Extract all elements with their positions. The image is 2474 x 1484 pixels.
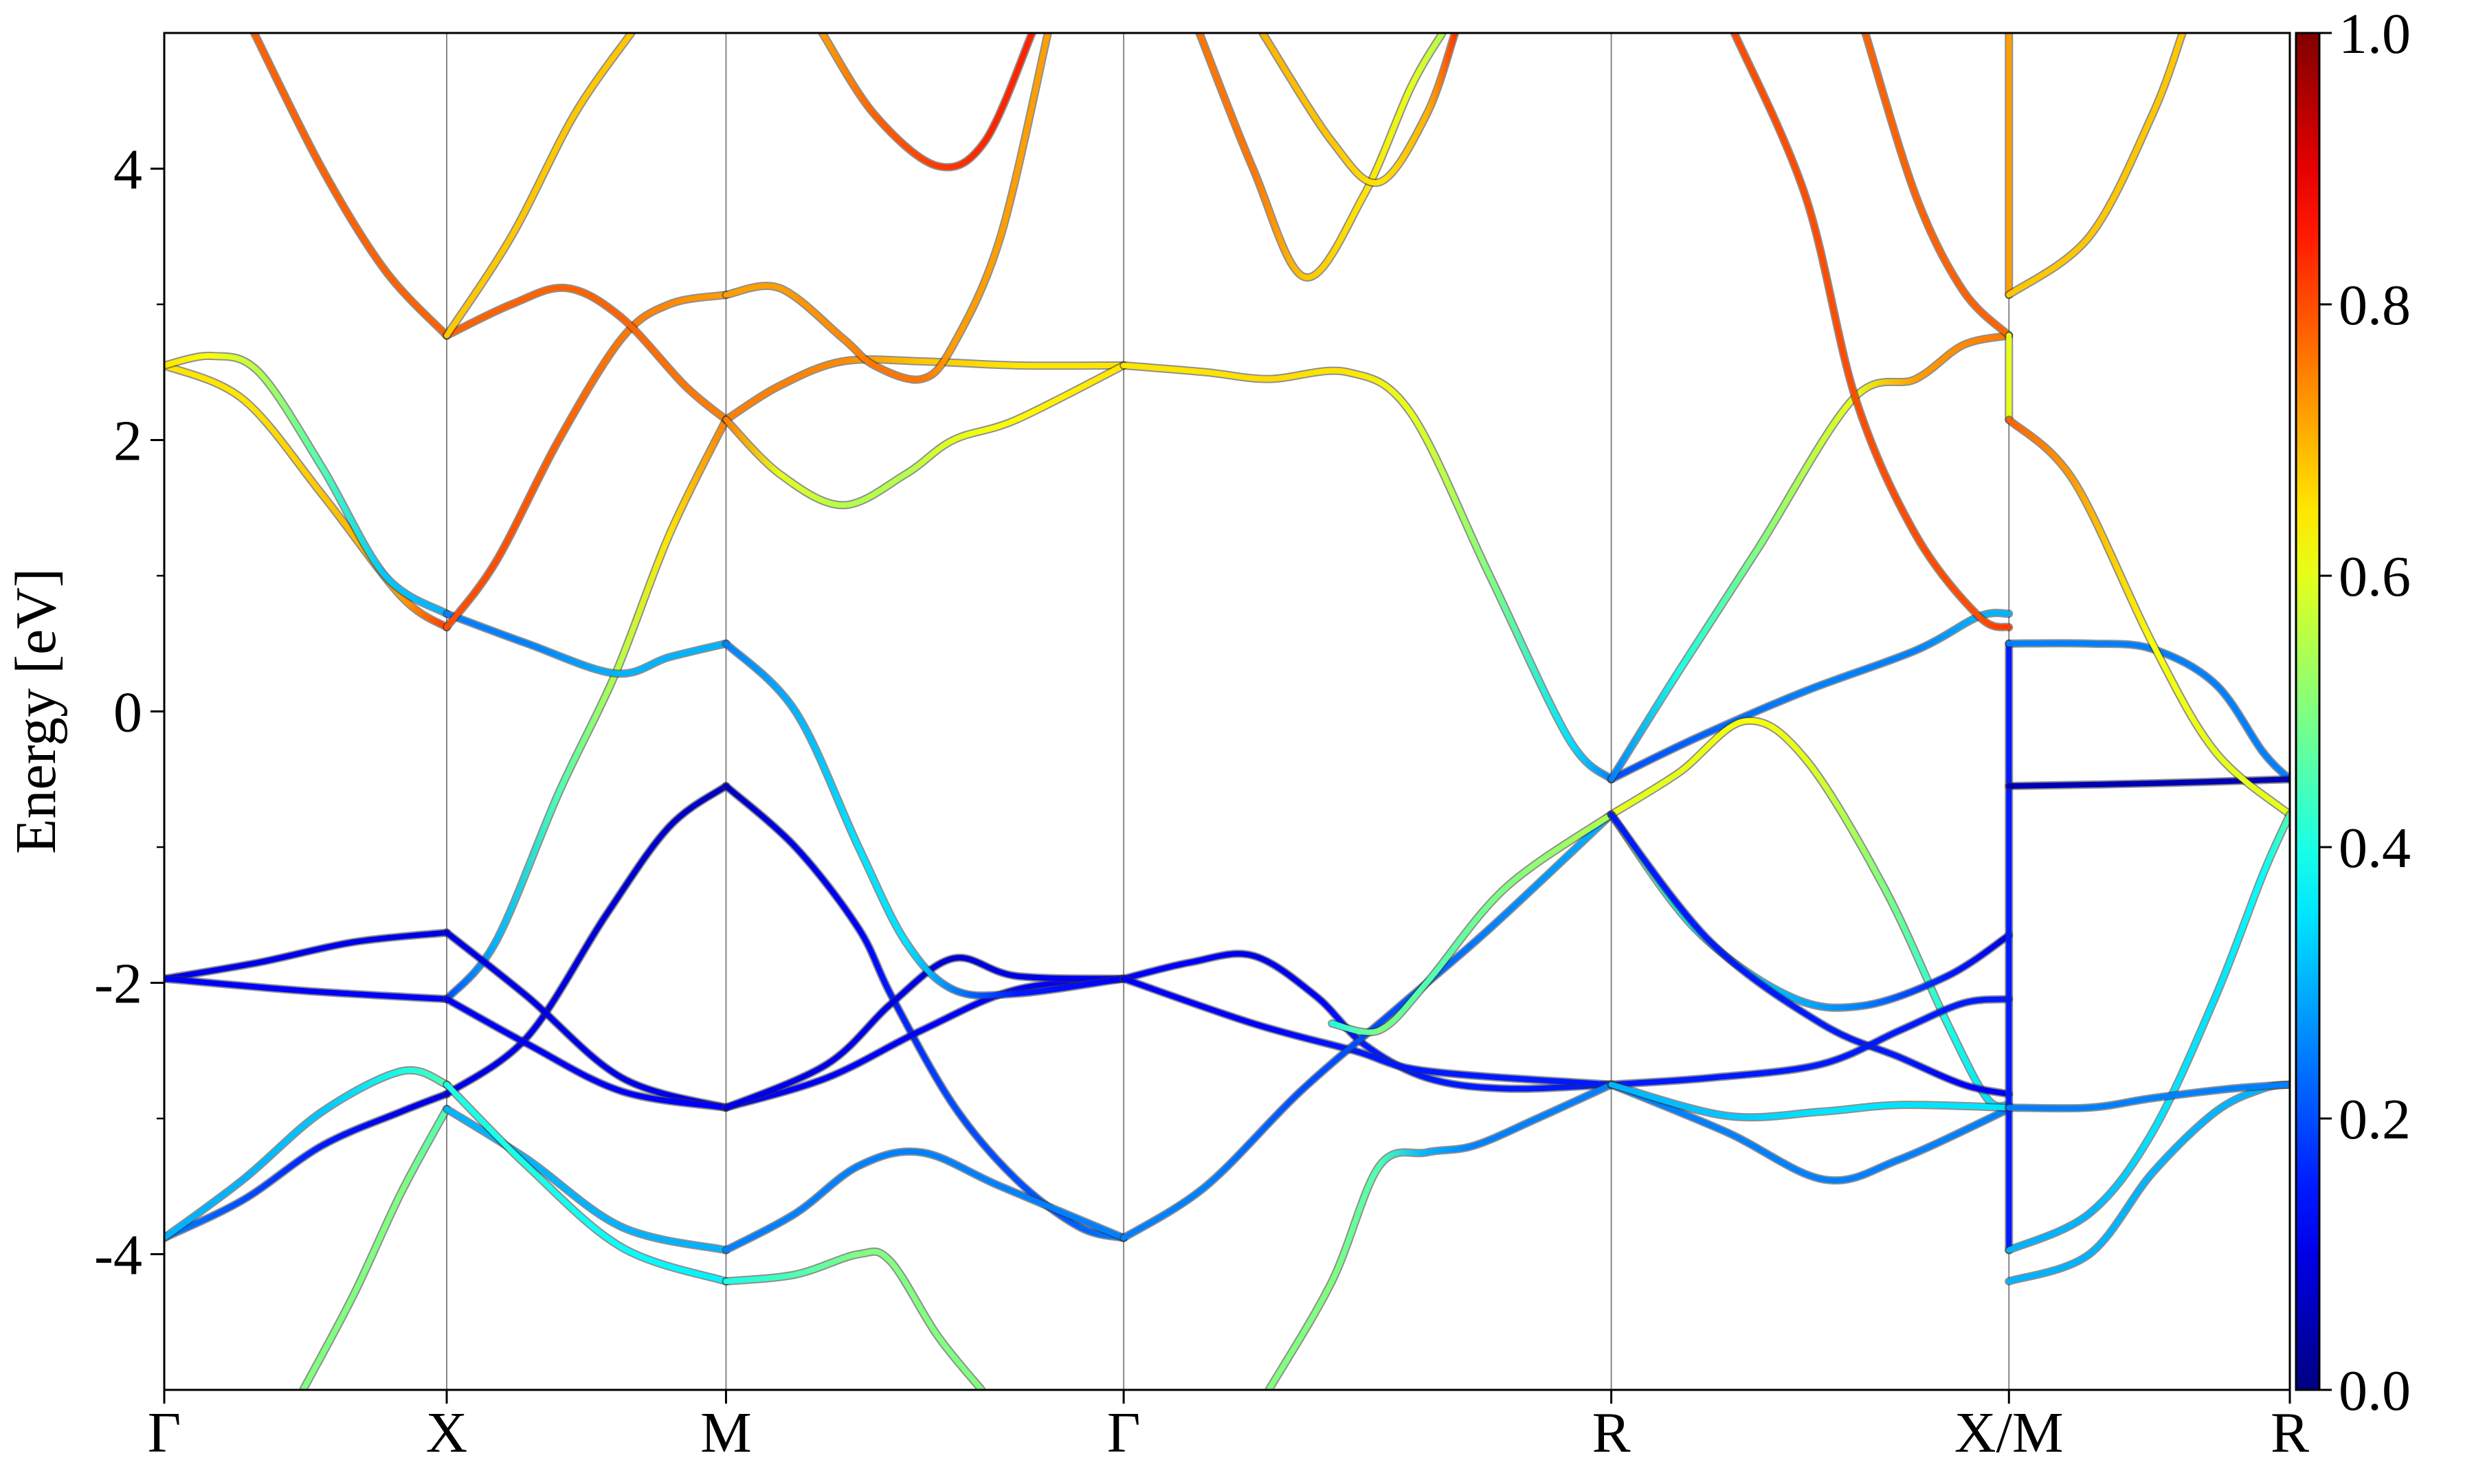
y-tick-label: -4 bbox=[94, 1224, 142, 1288]
band bbox=[723, 357, 1127, 423]
x-tick-label: R bbox=[1592, 1401, 1631, 1465]
band bbox=[2006, 1081, 2290, 1112]
colorbar-tick-label: 0.2 bbox=[2339, 1088, 2411, 1151]
band bbox=[444, 930, 729, 1111]
colorbar-tick-label: 0.4 bbox=[2339, 816, 2411, 880]
band bbox=[2006, 776, 2290, 789]
band bbox=[2006, 811, 2290, 1253]
x-tick-label: X bbox=[426, 1401, 468, 1465]
band bbox=[164, 930, 450, 982]
band bbox=[300, 1106, 450, 1390]
band bbox=[444, 996, 729, 1111]
colorbar-tick-label: 0.8 bbox=[2339, 273, 2411, 337]
band bbox=[819, 33, 1035, 170]
band bbox=[1608, 811, 2012, 1097]
band bbox=[444, 284, 729, 423]
band bbox=[723, 954, 1127, 1111]
band bbox=[1731, 33, 2012, 631]
band bbox=[2006, 33, 2185, 298]
band bbox=[164, 976, 450, 1002]
band bbox=[444, 292, 729, 631]
x-tick-label: M bbox=[700, 1401, 752, 1465]
band bbox=[1260, 33, 1458, 186]
band bbox=[723, 1248, 985, 1390]
band bbox=[2006, 640, 2290, 783]
x-tick-label: Γ bbox=[148, 1401, 181, 1465]
band bbox=[444, 611, 729, 677]
band bbox=[1608, 333, 2012, 783]
colorbar-tick-label: 0.6 bbox=[2339, 545, 2411, 609]
band bbox=[723, 362, 1127, 508]
band bbox=[251, 33, 450, 339]
y-axis-label: Energy [eV] bbox=[4, 568, 68, 854]
y-tick-label: 2 bbox=[113, 409, 142, 473]
band bbox=[444, 33, 634, 339]
band bbox=[1196, 33, 1445, 280]
band bbox=[1121, 362, 1614, 783]
band bbox=[444, 1081, 729, 1284]
band bbox=[1608, 996, 2012, 1088]
y-tick-label: 4 bbox=[113, 138, 142, 202]
y-tick-label: -2 bbox=[94, 952, 142, 1016]
bands bbox=[164, 33, 2290, 1390]
y-tick-label: 0 bbox=[113, 681, 142, 745]
band bbox=[723, 976, 1127, 1111]
band bbox=[444, 416, 729, 1002]
band bbox=[723, 33, 1051, 383]
band bbox=[1266, 1081, 1614, 1390]
band bbox=[1121, 976, 1614, 1088]
band bbox=[1329, 811, 1614, 1035]
x-tick-label: X/M bbox=[1954, 1401, 2064, 1465]
band bbox=[444, 783, 729, 1097]
band bbox=[1608, 1081, 2012, 1184]
band bbox=[723, 1149, 1127, 1253]
band bbox=[1608, 717, 2012, 1110]
band bbox=[1862, 33, 2012, 339]
band bbox=[1608, 1081, 2012, 1121]
band bbox=[164, 353, 450, 617]
band bbox=[2006, 416, 2290, 818]
band bbox=[723, 640, 1127, 999]
x-tick-label: Γ bbox=[1107, 1401, 1141, 1465]
colorbar-tick-label: 0.0 bbox=[2339, 1359, 2411, 1423]
band bbox=[164, 1091, 450, 1241]
band bbox=[164, 362, 450, 631]
plot-frame bbox=[163, 32, 2291, 1391]
band bbox=[164, 1067, 450, 1241]
band bbox=[1121, 811, 1614, 1241]
colorbar-tick-label: 1.0 bbox=[2339, 2, 2411, 66]
colorbar bbox=[2295, 32, 2321, 1391]
band bbox=[444, 1106, 729, 1253]
x-tick-label: R bbox=[2271, 1401, 2309, 1465]
